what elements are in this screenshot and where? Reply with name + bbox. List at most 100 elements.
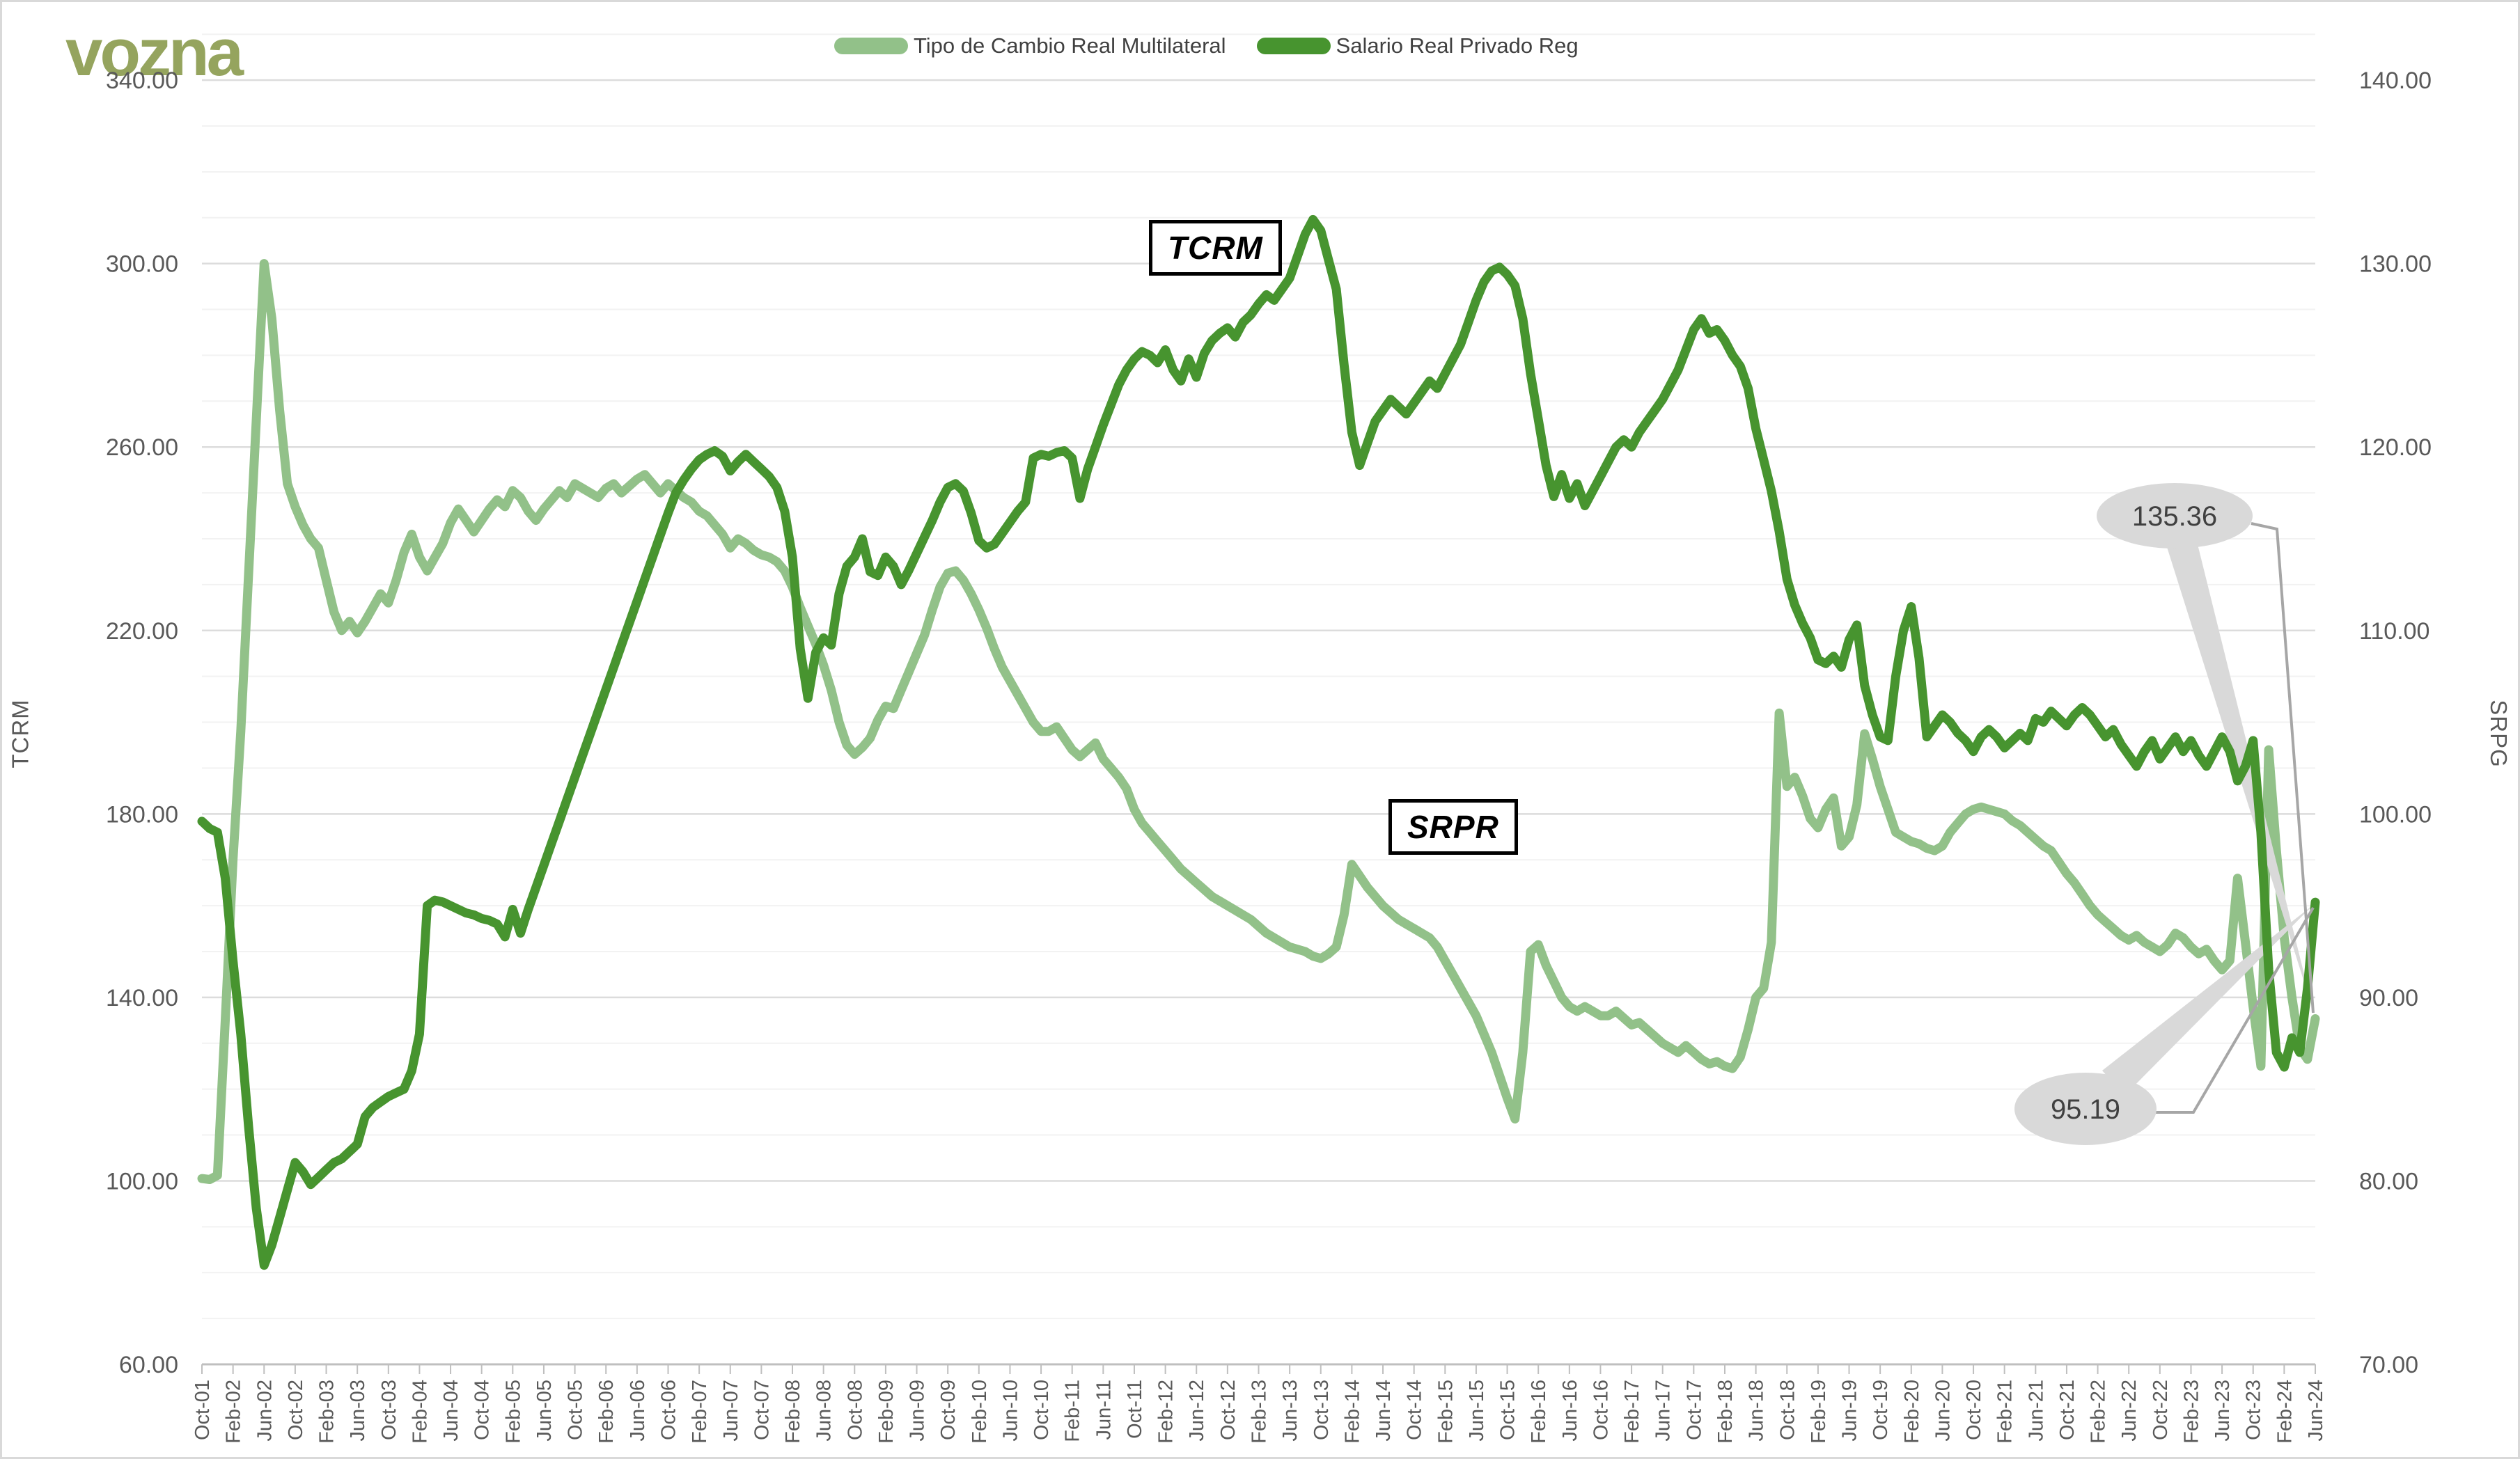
x-axis-tick-label: Feb-05 [502,1380,524,1444]
x-axis-tick-label: Feb-03 [316,1380,338,1444]
left-axis-tick-label: 100.00 [106,1168,178,1194]
x-axis-tick-label: Jun-03 [347,1380,369,1442]
left-axis-tick-label: 180.00 [106,801,178,828]
x-axis-tick-label: Jun-18 [1746,1380,1768,1442]
tcrm-line [197,259,2320,1184]
x-axis-tick-label: Feb-10 [969,1380,991,1444]
x-axis-tick-label: Feb-02 [223,1380,245,1444]
x-axis-tick-label: Jun-10 [999,1380,1022,1442]
x-axis-tick-label: Jun-13 [1279,1380,1301,1442]
x-axis-tick-label: Oct-01 [191,1380,214,1440]
x-axis-tick-label: Oct-05 [565,1380,587,1440]
x-axis-tick-label: Jun-06 [627,1380,649,1442]
x-axis-tick-label: Oct-10 [1031,1380,1053,1440]
x-axis: Oct-01 Feb-02 Jun-02 Oct-02 Feb-03 Jun-03 Oct-… [191,1363,2327,1444]
x-axis-tick-label: Jun-21 [2025,1380,2047,1442]
x-axis-tick-label: Oct-09 [937,1380,960,1440]
x-axis-tick-label: Feb-22 [2088,1380,2110,1444]
tcrm-callout-leader [2251,522,2315,1014]
right-axis-tick-label: 90.00 [2359,985,2418,1011]
x-axis-tick-label: Feb-09 [875,1380,898,1444]
x-axis-tick-label: Feb-13 [1249,1380,1271,1444]
right-axis-tick-label: 130.00 [2359,251,2432,278]
x-axis-tick-label: Feb-11 [1062,1380,1084,1442]
right-axis-tick-label: 100.00 [2359,801,2432,828]
vozna-logo: vozna [65,15,244,90]
x-axis-tick-label: Jun-17 [1652,1380,1675,1442]
x-axis-tick-label: Oct-08 [844,1380,866,1440]
x-axis-tick-label: Oct-17 [1683,1380,1705,1440]
x-axis-tick-label: Oct-12 [1217,1380,1239,1440]
callouts: 135.36 95.19 [2014,483,2253,1145]
x-axis-tick-label: Feb-18 [1714,1380,1737,1444]
tcrm-series-line [197,259,2320,1184]
right-axis-tick-label: 140.00 [2359,68,2432,94]
right-axis-tick-label: 70.00 [2359,1352,2418,1378]
srpr-line [197,214,2320,1270]
x-axis-tick-label: Jun-07 [720,1380,742,1442]
srpr-callout-wedge [2102,905,2313,1096]
x-axis-tick-label: Feb-16 [1528,1380,1550,1444]
right-axis-tick-label: 120.00 [2359,434,2432,461]
x-axis-tick-label: Jun-23 [2212,1380,2234,1442]
tcrm-legend-swatch-icon [834,38,908,54]
x-axis-tick-label: Oct-18 [1776,1380,1799,1440]
left-axis-tick-labels: 340.00 300.00 260.00 220.00 180.00 140.00 100.… [106,68,178,1378]
legend: Tipo de Cambio Real Multilateral Salario… [834,33,1579,58]
x-axis-tick-label: Oct-02 [285,1380,307,1440]
x-axis-tick-label: Jun-12 [1186,1380,1208,1442]
srpr-series-line [197,214,2320,1270]
x-axis-tick-label: Feb-19 [1808,1380,1830,1444]
left-axis-tick-label: 300.00 [106,251,178,278]
x-axis-tick-label: Jun-04 [440,1380,462,1442]
x-axis-tick-label: Feb-17 [1621,1380,1643,1444]
srpr-callout-bubble [2014,1073,2157,1145]
legend-label-srpr: Salario Real Privado Reg [1336,33,1579,58]
legend-item-tcrm: Tipo de Cambio Real Multilateral [834,33,1226,58]
x-axis-tick-label: Feb-08 [782,1380,804,1444]
gridlines [202,33,2315,1320]
tcrm-callout-value: 135.36 [2132,501,2217,532]
x-axis-tick-label: Jun-22 [2118,1380,2141,1442]
x-axis-tick-label: Feb-04 [409,1380,431,1444]
srpr-series-label-box: SRPR [1388,799,1518,855]
x-axis-tick-label: Oct-11 [1124,1380,1146,1439]
callout-wedges [2102,539,2313,1096]
tcrm-callout-bubble [2097,483,2253,549]
x-axis-tick-label: Feb-24 [2274,1380,2296,1444]
left-axis-tick-label: 60.00 [119,1352,178,1378]
x-axis-tick-label: Feb-12 [1155,1380,1177,1444]
left-axis-tick-label: 220.00 [106,618,178,645]
x-axis-tick-label: Feb-14 [1341,1380,1363,1444]
x-axis-tick-label: Jun-02 [253,1380,276,1442]
legend-item-srpr: Salario Real Privado Reg [1256,33,1579,58]
x-axis-tick-label: Jun-15 [1466,1380,1488,1442]
x-axis-tick-label: Jun-20 [1932,1380,1954,1442]
left-axis-tick-label: 260.00 [106,434,178,461]
right-axis-tick-label: 110.00 [2359,618,2429,645]
x-axis-tick-label: Oct-13 [1310,1380,1333,1440]
x-axis-tick-label: Oct-22 [2150,1380,2172,1440]
x-axis-tick-label: Feb-07 [689,1380,711,1444]
legend-label-tcrm: Tipo de Cambio Real Multilateral [914,33,1226,58]
x-axis-tick-label: Jun-19 [1839,1380,1861,1442]
x-axis-tick-label: Oct-07 [751,1380,773,1440]
srpr-callout-value: 95.19 [2051,1094,2120,1125]
right-axis-tick-label: 80.00 [2359,1168,2418,1194]
srpr-legend-swatch-icon [1256,38,1331,54]
x-axis-tick-label: Oct-04 [471,1380,494,1440]
x-axis-tick-label: Jun-11 [1093,1380,1115,1440]
callout-leader-lines [2155,522,2315,1114]
x-axis-tick-label: Oct-19 [1870,1380,1892,1440]
x-axis-tick-label: Oct-23 [2243,1380,2265,1440]
left-axis-tick-label: 340.00 [106,68,178,94]
x-axis-tick-label: Feb-23 [2180,1380,2202,1444]
x-axis-tick-label: Feb-06 [595,1380,618,1444]
right-axis-tick-labels: 140.00 130.00 120.00 110.00 100.00 90.00 80.00… [2359,68,2432,1378]
x-axis-tick-label: Feb-20 [1901,1380,1923,1444]
x-axis-tick-label: Jun-05 [533,1380,556,1442]
x-axis-tick-label: Oct-14 [1404,1380,1426,1440]
tcrm-series-label-box: TCRM [1149,220,1282,276]
